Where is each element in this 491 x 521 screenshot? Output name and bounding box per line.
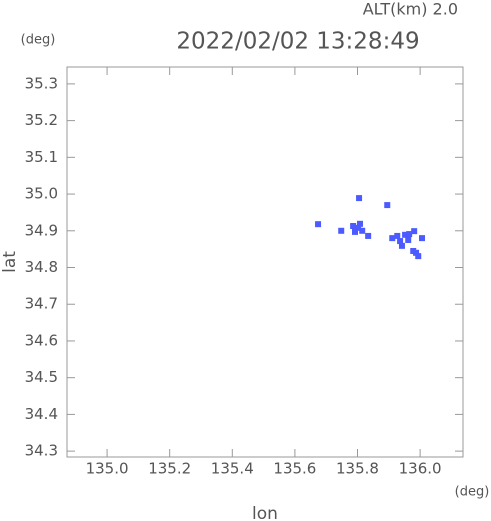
x-tick-label: 135.8 [336,460,379,478]
echo-point [365,232,372,239]
echo-point [394,232,401,239]
x-unit: (deg) [455,485,490,500]
x-tick-label: 135.2 [148,460,191,478]
chart-subtitle: ALT(km) 2.0 [363,0,458,19]
y-tick-label: 35.1 [25,148,58,166]
y-tick-label: 34.5 [25,368,58,386]
echo-point [397,238,404,245]
echo-point [357,220,364,227]
y-tick-label: 35.3 [25,74,58,92]
x-axis-label: lon [252,504,278,521]
y-tick-label: 34.6 [25,331,58,349]
echo-point [355,224,362,231]
y-tick-label: 34.8 [25,258,58,276]
x-tick-label: 135.6 [273,460,316,478]
echo-point [406,231,413,238]
plot-frame [66,66,464,458]
echo-point [389,235,396,242]
x-tick-label: 136.0 [399,460,442,478]
echo-point [402,231,409,238]
echo-point [359,227,366,234]
y-tick-label: 34.7 [25,295,58,313]
echo-point [352,228,358,235]
echo-point [398,242,405,249]
echo-point [338,227,345,234]
y-tick-label: 34.3 [25,442,58,460]
echo-point [415,253,422,260]
y-tick-label: 35.0 [25,185,58,203]
echo-point [411,228,418,235]
x-tick-label: 135.4 [211,460,254,478]
echo-point [413,249,420,256]
y-tick-label: 35.2 [25,111,58,129]
echo-point [405,236,412,243]
y-unit: (deg) [21,33,56,48]
echo-point [356,195,363,202]
y-tick-label: 34.4 [25,405,58,423]
echo-point [384,202,391,209]
x-tick-label: 135.0 [86,460,129,478]
echo-point [418,235,425,242]
chart-title: 2022/02/02 13:28:49 [176,29,419,55]
y-axis-label: lat [0,251,20,273]
echo-point [350,223,357,230]
echo-point [315,221,322,228]
y-tick-label: 34.9 [25,221,58,239]
